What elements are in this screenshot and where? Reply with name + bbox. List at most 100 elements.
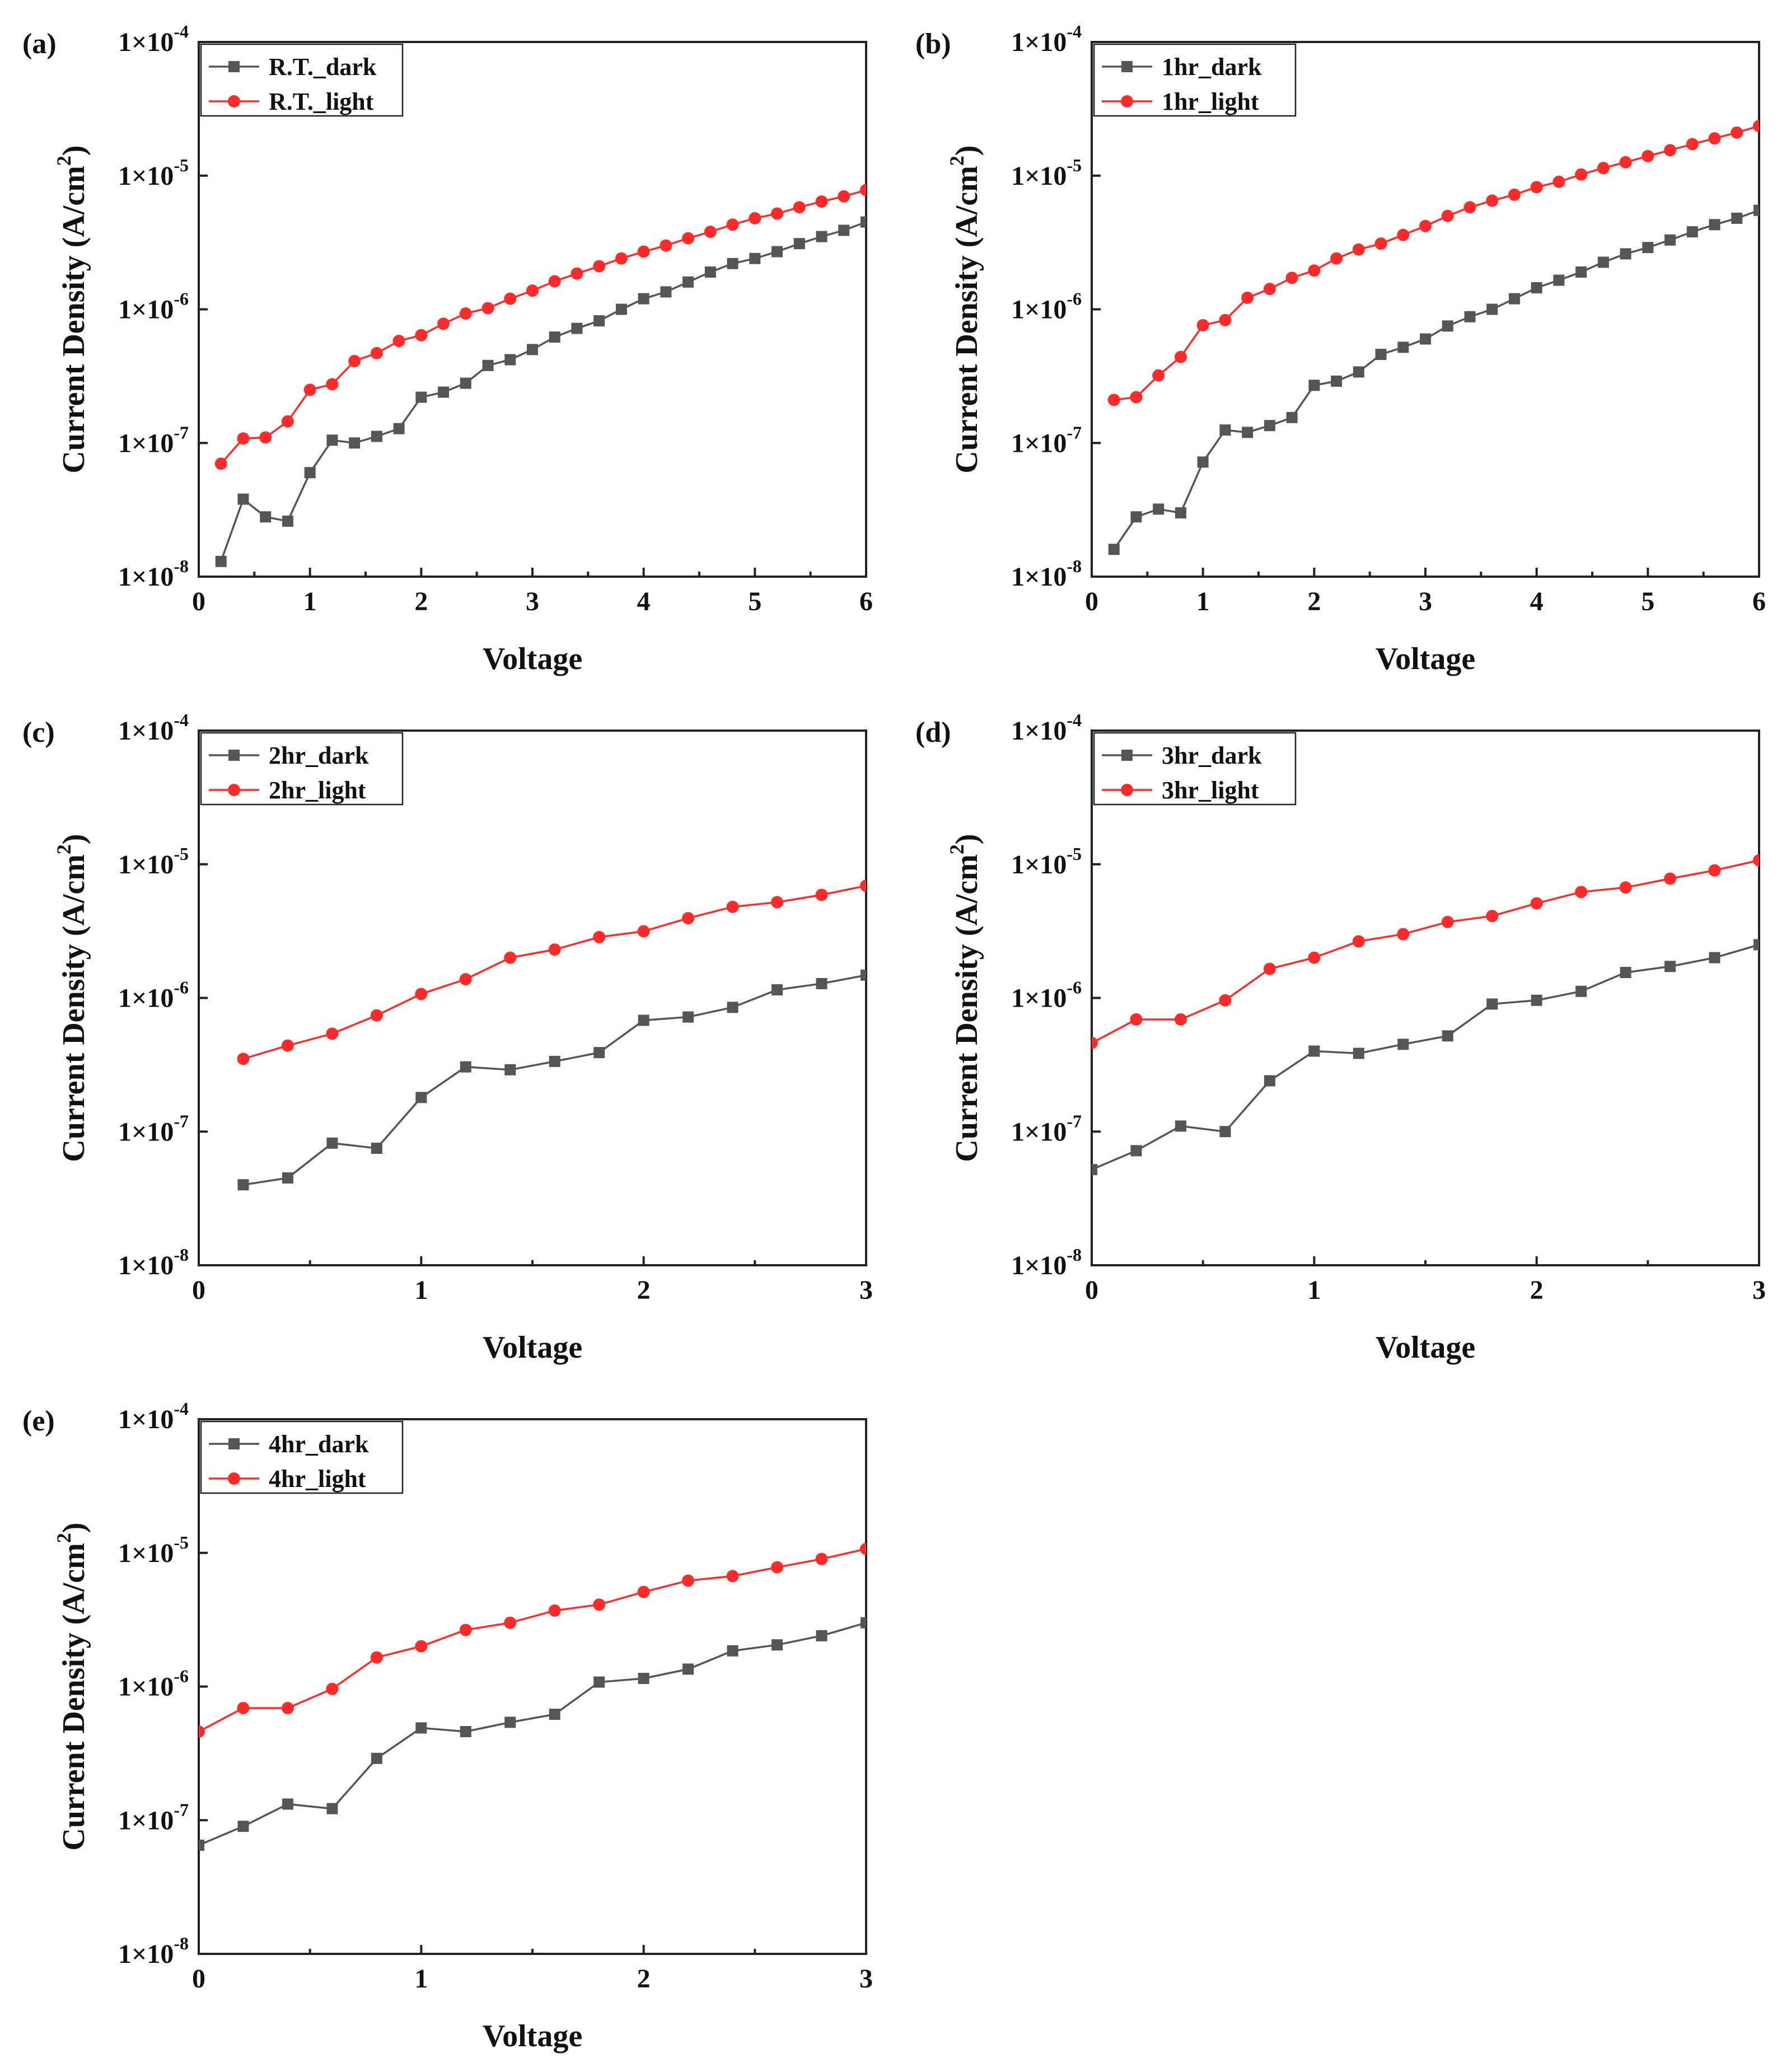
data-point-square	[1130, 511, 1142, 523]
y-tick-mantissa: 1×10	[1011, 1251, 1067, 1280]
y-tick-exponent: -8	[174, 1933, 189, 1953]
data-point-circle	[459, 973, 472, 986]
plot-frame	[1091, 729, 1760, 1266]
data-point-square	[638, 293, 649, 305]
x-tick-label: 3	[1752, 1275, 1766, 1305]
y-tick-mantissa: 1×10	[1011, 27, 1067, 57]
data-point-circle	[326, 1682, 339, 1695]
data-point-square	[727, 258, 738, 269]
plot-frame	[1091, 41, 1760, 578]
y-axis-title-text: )	[950, 145, 984, 156]
data-point-circle	[548, 275, 561, 288]
data-point-square	[1597, 256, 1609, 268]
y-tick-mantissa: 1×10	[118, 984, 174, 1013]
y-axis-title: Current Density (A/cm2)	[53, 145, 91, 473]
data-point-square	[549, 1055, 560, 1067]
data-point-square	[1709, 952, 1720, 963]
data-point-square	[1397, 1039, 1409, 1050]
y-tick-label: 1×10-7	[118, 1111, 189, 1147]
x-tick-label: 0	[1085, 587, 1098, 616]
y-tick-label: 1×10-7	[1011, 422, 1082, 458]
series-2hr_light	[237, 880, 866, 1065]
data-point-square	[1486, 303, 1498, 315]
data-point-circle	[1441, 209, 1454, 222]
series-line	[199, 1548, 866, 1733]
plot-frame	[198, 1418, 867, 1955]
data-point-circle	[704, 226, 717, 238]
data-point-circle	[1092, 1037, 1098, 1050]
data-point-square	[549, 331, 560, 343]
data-point-circle	[1130, 391, 1143, 404]
data-point-circle	[1664, 872, 1677, 885]
x-tick-label: 2	[1530, 1275, 1544, 1305]
data-point-square	[1331, 375, 1343, 387]
data-point-square	[1219, 424, 1231, 436]
y-axis-title: Current Density (A/cm2)	[53, 1522, 91, 1850]
data-point-square	[816, 977, 827, 989]
data-point-square	[371, 1143, 382, 1154]
data-point-square	[460, 377, 471, 389]
data-point-circle	[637, 925, 650, 938]
panel-b: (b)0 1 2 3 4 5 61×10-81×10-71×10-61×10-51×10-4…	[915, 21, 1766, 676]
y-tick-exponent: -7	[174, 422, 189, 442]
data-point-square	[1508, 293, 1520, 305]
data-point-circle	[615, 252, 628, 265]
legend-marker-circle	[228, 1472, 240, 1485]
data-point-square	[1753, 204, 1759, 216]
data-point-circle	[726, 1570, 739, 1583]
y-axis-title: Current Density (A/cm2)	[53, 834, 91, 1162]
data-point-circle	[1352, 935, 1365, 948]
y-tick-mantissa: 1×10	[1011, 716, 1067, 746]
data-point-circle	[1374, 237, 1387, 250]
data-point-circle	[1308, 951, 1321, 964]
data-point-circle	[593, 260, 606, 273]
series-line	[220, 221, 866, 562]
series-line	[220, 189, 866, 465]
data-point-circle	[199, 1725, 205, 1738]
data-point-circle	[303, 383, 316, 396]
y-tick-label: 1×10-8	[118, 1933, 189, 1969]
series-4hr_light	[199, 1542, 866, 1738]
data-point-square	[593, 1047, 605, 1059]
y-tick-exponent: -6	[174, 1666, 189, 1686]
y-tick-exponent: -8	[1067, 1245, 1082, 1265]
data-point-square	[460, 1726, 471, 1738]
y-tick-mantissa: 1×10	[1011, 428, 1067, 458]
y-tick-label: 1×10-7	[118, 1799, 189, 1835]
y-tick-label: 1×10-4	[1011, 710, 1082, 746]
x-tick-label: 6	[1752, 587, 1766, 616]
data-point-square	[282, 1172, 293, 1184]
data-point-circle	[1575, 886, 1588, 899]
data-point-square	[771, 246, 783, 258]
data-point-square	[1219, 1126, 1231, 1138]
y-tick-mantissa: 1×10	[118, 27, 174, 57]
y-axis-title-text: )	[57, 834, 91, 844]
x-tick-label: 6	[859, 587, 873, 616]
data-point-square	[326, 1137, 338, 1149]
series-R.T._dark	[215, 216, 866, 567]
data-point-circle	[593, 1598, 606, 1611]
data-point-circle	[1263, 283, 1276, 296]
y-axis-title-sup: 2	[946, 156, 968, 166]
panel-label: (c)	[22, 717, 55, 749]
data-point-circle	[415, 988, 428, 1000]
data-point-square	[1308, 1045, 1320, 1057]
data-point-circle	[1664, 144, 1677, 157]
data-point-circle	[526, 284, 539, 297]
y-tick-exponent: -4	[1067, 710, 1082, 730]
y-tick-mantissa: 1×10	[1011, 562, 1067, 592]
y-tick-mantissa: 1×10	[118, 1939, 174, 1969]
y-tick-exponent: -7	[174, 1799, 189, 1820]
data-point-square	[415, 1722, 427, 1734]
data-point-circle	[771, 207, 784, 220]
panel-c: (c)0 1 2 31×10-81×10-71×10-61×10-51×10-4Vol…	[22, 710, 873, 1365]
data-point-circle	[326, 378, 339, 391]
data-point-circle	[1152, 369, 1165, 382]
y-tick-label: 1×10-5	[118, 1532, 189, 1568]
y-tick-mantissa: 1×10	[118, 161, 174, 191]
panel-label: (a)	[22, 28, 57, 60]
x-tick-label: 3	[1419, 587, 1432, 616]
data-point-square	[371, 1752, 382, 1764]
data-point-circle	[1308, 264, 1321, 277]
x-tick-label: 4	[1530, 587, 1544, 616]
